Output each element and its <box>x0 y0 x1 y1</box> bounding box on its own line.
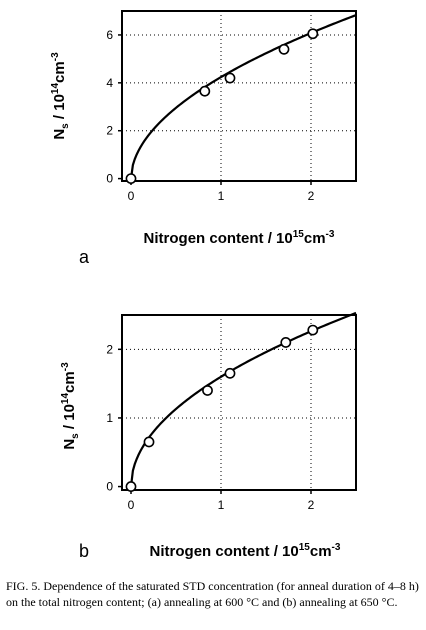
y-tick-label: 2 <box>106 124 113 138</box>
panel-a: 0 1 2 0 2 4 6 Ns / 1014cm-3 Nitrogen content /… <box>50 10 357 267</box>
data-point <box>307 28 319 40</box>
fit-curve-a <box>129 14 357 179</box>
data-points-b <box>125 324 319 492</box>
data-point <box>224 367 236 379</box>
gridlines-a <box>122 11 356 181</box>
data-points-a <box>125 28 319 185</box>
x-tick-label: 2 <box>308 498 315 512</box>
panel-b: 0 1 2 0 1 2 Ns / 1014cm-3 Nitrogen content / … <box>60 311 357 561</box>
data-point <box>280 337 292 348</box>
ticks-b: 0 1 2 0 1 2 <box>106 342 314 512</box>
fit-curve-b <box>129 311 357 487</box>
data-point <box>199 85 211 97</box>
panel-label-b: b <box>79 541 89 561</box>
x-axis-label-b: Nitrogen content / 1015cm-3 <box>150 542 341 560</box>
y-tick-label: 0 <box>106 172 113 186</box>
data-point <box>224 72 236 84</box>
x-axis-label-a: Nitrogen content / 1015cm-3 <box>144 229 335 247</box>
y-tick-label: 4 <box>106 76 113 90</box>
y-tick-label: 0 <box>106 480 113 494</box>
y-tick-label: 1 <box>106 411 113 425</box>
y-axis-label-b: Ns / 1014cm-3 <box>60 362 81 450</box>
data-point <box>202 385 213 396</box>
data-point <box>278 43 290 55</box>
fit-curve-line <box>129 14 357 179</box>
data-point <box>307 324 319 336</box>
data-point <box>125 173 137 185</box>
plot-area-a <box>121 10 357 182</box>
y-tick-label: 6 <box>106 28 113 42</box>
x-tick-label: 1 <box>218 498 225 512</box>
fit-curve-line <box>129 311 357 487</box>
x-tick-label: 2 <box>308 189 315 203</box>
plot-area-b <box>121 314 357 491</box>
gridlines-b <box>122 315 356 490</box>
data-point <box>125 481 137 492</box>
x-tick-label: 0 <box>128 189 135 203</box>
x-tick-label: 1 <box>218 189 225 203</box>
figure-canvas: 0 1 2 0 2 4 6 Ns / 1014cm-3 Nitrogen content /… <box>50 10 357 561</box>
panel-label-a: a <box>79 247 90 267</box>
data-point <box>143 436 155 448</box>
x-tick-label: 0 <box>128 498 135 512</box>
y-tick-label: 2 <box>106 342 113 356</box>
figure-caption: FIG. 5. Dependence of the saturated STD … <box>6 579 419 609</box>
ticks-a: 0 1 2 0 2 4 6 <box>106 28 314 203</box>
y-axis-label-a: Ns / 1014cm-3 <box>50 52 71 140</box>
